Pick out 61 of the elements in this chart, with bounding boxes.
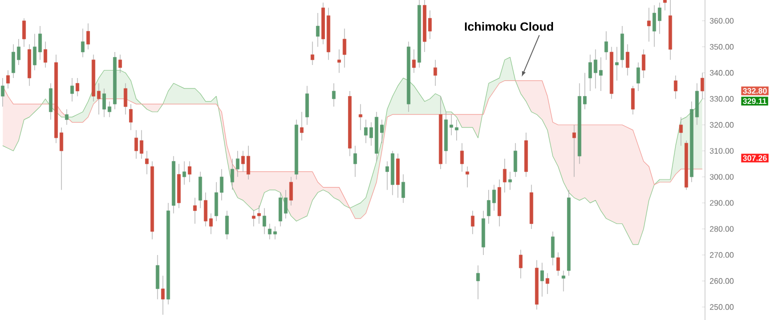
candlestick (604, 30, 608, 60)
annotation: Ichimoku Cloud (464, 22, 554, 31)
candlestick (310, 41, 314, 66)
candlestick (663, 0, 667, 11)
candlestick (502, 158, 506, 193)
candlestick (198, 171, 202, 208)
candlestick (76, 78, 80, 97)
candlestick (476, 265, 480, 300)
candlestick (262, 208, 266, 234)
candlestick (518, 249, 522, 279)
candlestick (631, 86, 635, 115)
candlestick (401, 174, 405, 204)
candlestick (193, 197, 197, 224)
candlestick (642, 49, 646, 78)
candlestick (636, 62, 640, 92)
candlestick (86, 23, 90, 50)
candlestick (470, 210, 474, 234)
candlestick (679, 116, 683, 146)
candlestick (156, 254, 160, 300)
candlestick (674, 75, 678, 100)
candlestick (546, 272, 550, 294)
candlestick (118, 54, 122, 74)
candlestick (225, 210, 229, 240)
candlestick (562, 270, 566, 292)
candlestick (124, 82, 128, 115)
candlestick (182, 161, 186, 186)
candlestick (556, 252, 560, 276)
candlestick (48, 82, 52, 120)
candlestick (0, 78, 4, 107)
candlestick (626, 44, 630, 76)
candlestick (434, 60, 438, 86)
candlestick (6, 70, 10, 89)
candlestick (129, 104, 133, 130)
candlestick (300, 112, 304, 141)
candlestick (700, 72, 704, 100)
candlestick (342, 28, 346, 68)
candlestick (161, 275, 165, 316)
candlestick (44, 41, 48, 68)
candlestick (540, 262, 544, 297)
candlestick (647, 8, 651, 42)
candlestick (22, 18, 26, 48)
candlestick (615, 46, 619, 81)
candlestick (466, 166, 470, 188)
candlestick (358, 104, 362, 130)
candlestick (65, 108, 69, 126)
candlestick (460, 142, 464, 172)
candlestick (289, 176, 293, 206)
candlestick (551, 231, 555, 266)
candlestick (145, 150, 149, 175)
candlestick (332, 82, 336, 107)
candlestick (572, 124, 576, 178)
candlestick (188, 161, 192, 182)
candlestick (508, 171, 512, 190)
candlestick (412, 49, 416, 74)
candlestick (337, 49, 341, 74)
candlestick (316, 12, 320, 48)
candlestick (305, 86, 309, 126)
candlestick (353, 145, 357, 178)
candlestick (81, 28, 85, 58)
candlestick (70, 78, 74, 102)
candlestick (514, 142, 518, 178)
